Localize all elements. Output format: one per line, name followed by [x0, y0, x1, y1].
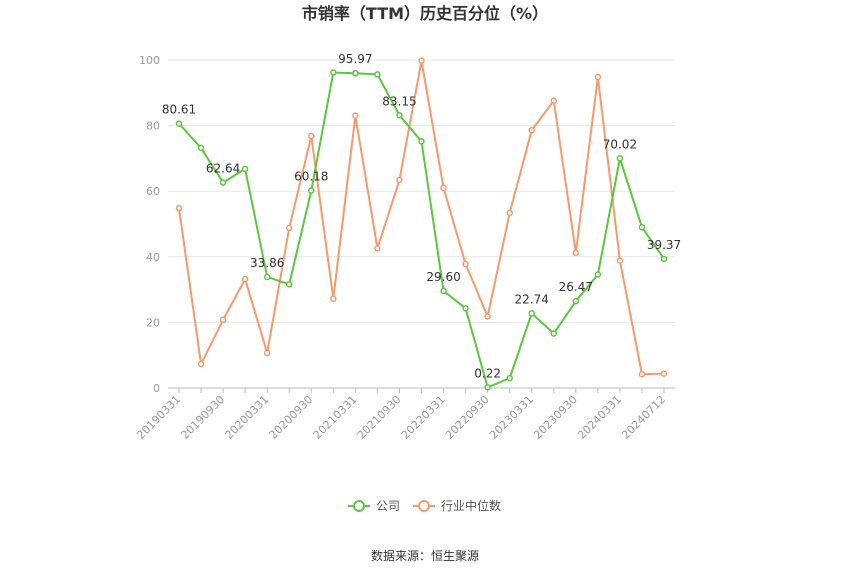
x-axis: 2019033120190930202003312020093020210331… — [134, 388, 668, 442]
data-point — [175, 205, 183, 212]
y-tick-label: 20 — [146, 316, 160, 329]
data-point — [660, 370, 668, 377]
x-tick-label: 20220331 — [399, 393, 448, 442]
x-tick-label: 20230331 — [487, 393, 536, 442]
data-point — [241, 165, 249, 173]
x-tick-label: 20190331 — [134, 393, 183, 442]
data-label: 60.18 — [294, 170, 328, 184]
x-tick-label: 20240712 — [619, 393, 668, 442]
data-point — [219, 179, 227, 186]
data-label: 70.02 — [603, 137, 637, 151]
data-point — [484, 384, 491, 391]
data-point — [374, 71, 381, 78]
data-point — [374, 245, 381, 252]
data-label: 22.74 — [515, 292, 549, 306]
data-point — [440, 184, 447, 192]
legend-marker — [418, 500, 430, 512]
data-point — [506, 374, 513, 382]
data-point — [462, 260, 469, 268]
data-point — [462, 305, 469, 312]
data-label: 26.47 — [559, 280, 593, 294]
data-point — [594, 271, 602, 278]
legend[interactable]: 公司 行业中位数 — [348, 498, 501, 513]
x-tick-label: 20200930 — [267, 393, 316, 442]
data-label: 95.97 — [338, 52, 372, 66]
data-point — [484, 313, 491, 320]
data-point — [330, 295, 337, 303]
data-point — [550, 97, 558, 104]
data-label: 62.64 — [206, 162, 240, 176]
data-label: 80.61 — [162, 103, 196, 117]
data-point — [594, 73, 602, 81]
chart-title: 市销率（TTM）历史百分位（%） — [302, 4, 548, 23]
data-point — [396, 112, 403, 119]
y-tick-label: 100 — [139, 54, 160, 67]
x-tick-label: 20220930 — [443, 393, 492, 442]
data-point — [241, 275, 249, 283]
y-axis: 0 20 40 60 80 100 — [139, 54, 160, 395]
data-point — [285, 281, 293, 288]
data-point — [285, 224, 293, 232]
data-point — [352, 69, 359, 77]
y-tick-label: 0 — [153, 382, 160, 395]
y-tick-label: 60 — [146, 185, 160, 198]
x-tick-label: 20210930 — [355, 393, 404, 442]
data-point — [197, 144, 205, 152]
series-line — [178, 59, 665, 376]
data-point — [572, 249, 580, 257]
x-tick-label: 20210331 — [311, 393, 360, 442]
data-point — [440, 287, 447, 295]
data-point — [550, 330, 558, 337]
x-tick-label: 20230930 — [531, 393, 580, 442]
data-point — [418, 57, 425, 64]
y-tick-label: 80 — [146, 120, 160, 133]
x-tick-label: 20190930 — [178, 393, 227, 442]
data-point — [330, 69, 337, 76]
data-point — [638, 370, 646, 378]
legend-marker — [353, 500, 365, 512]
data-point — [396, 176, 403, 184]
data-point — [616, 155, 624, 162]
series-line — [178, 71, 665, 389]
legend-item[interactable]: 行业中位数 — [413, 498, 501, 513]
data-label: 39.37 — [647, 238, 681, 252]
data-point — [263, 349, 271, 357]
data-point — [418, 138, 425, 145]
data-labels: 80.61 62.64 33.86 60.18 95.97 83.15 29.60 0.22 2… — [162, 52, 681, 380]
grid-lines — [168, 59, 675, 389]
data-label: 83.15 — [382, 94, 416, 108]
data-point — [308, 132, 315, 140]
data-point — [219, 316, 227, 324]
legend-item[interactable]: 公司 — [348, 499, 400, 513]
data-point — [175, 120, 183, 127]
y-tick-label: 40 — [146, 251, 160, 264]
data-label: 0.22 — [474, 366, 501, 380]
data-point — [263, 273, 271, 281]
data-label: 33.86 — [250, 256, 284, 270]
x-tick-label: 20200331 — [223, 393, 272, 442]
legend-label: 公司 — [376, 499, 400, 513]
x-tick-label: 20240331 — [575, 393, 624, 442]
legend-label: 行业中位数 — [441, 498, 501, 513]
data-point — [638, 224, 646, 231]
data-point — [528, 310, 535, 317]
data-point — [308, 187, 315, 194]
data-point — [660, 255, 668, 263]
source-note: 数据来源：恒生聚源 — [371, 548, 479, 563]
data-point — [352, 112, 359, 120]
data-point — [616, 257, 624, 264]
data-point — [506, 209, 513, 217]
data-point — [572, 297, 580, 305]
series-layer — [175, 57, 668, 391]
data-point — [197, 360, 205, 368]
data-label: 29.60 — [426, 270, 460, 284]
data-point — [528, 126, 535, 134]
